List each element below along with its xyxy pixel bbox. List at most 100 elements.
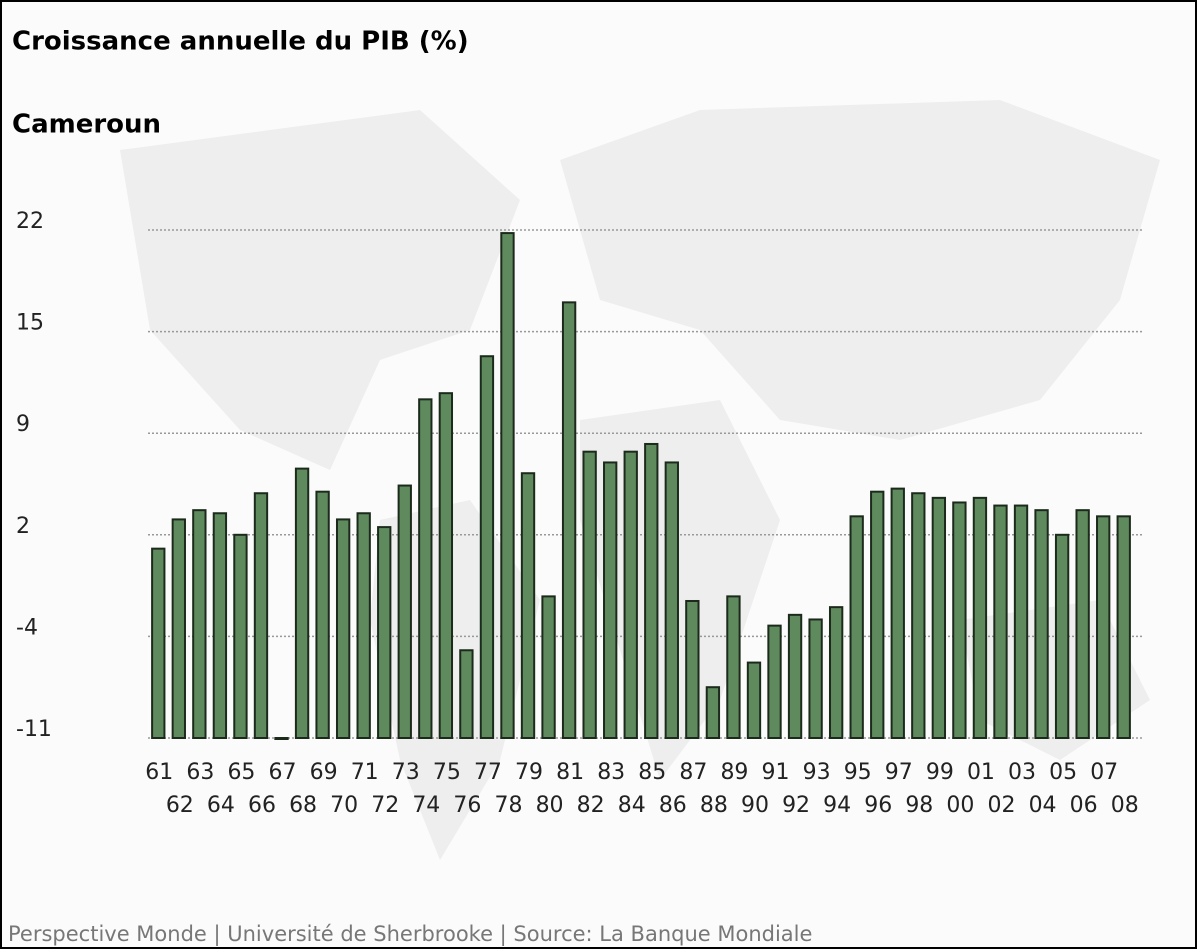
bar	[623, 450, 638, 739]
x-tick-label: 86	[659, 793, 687, 818]
bar	[561, 301, 577, 739]
bar	[993, 504, 1008, 739]
bar	[253, 492, 269, 739]
x-tick-label: 87	[679, 760, 707, 785]
bar	[335, 518, 351, 739]
bar	[397, 484, 412, 739]
y-tick-label: 15	[16, 311, 44, 336]
bar	[582, 450, 597, 739]
x-tick-label: 03	[1008, 760, 1036, 785]
bar	[1096, 515, 1111, 739]
x-tick-label: 72	[371, 793, 399, 818]
bar	[952, 501, 967, 739]
x-tick-label: 75	[433, 760, 461, 785]
x-tick-label: 84	[618, 793, 646, 818]
bar	[890, 487, 905, 740]
bar	[520, 472, 536, 739]
x-tick-label: 73	[392, 760, 420, 785]
bar	[171, 518, 186, 739]
bar	[664, 461, 679, 739]
bar	[479, 355, 495, 739]
x-tick-label: 65	[227, 760, 255, 785]
x-tick-label: 89	[720, 760, 748, 785]
x-tick-label: 66	[248, 793, 276, 818]
bar	[870, 490, 885, 739]
x-tick-label: 94	[823, 793, 851, 818]
x-tick-label: 98	[905, 793, 933, 818]
bar	[849, 515, 864, 739]
bar	[541, 595, 556, 739]
bar	[438, 392, 454, 739]
y-tick-label: 22	[16, 209, 44, 234]
x-tick-label: 79	[515, 760, 543, 785]
x-tick-label: 08	[1111, 793, 1139, 818]
bar	[233, 533, 248, 739]
chart-title: Croissance annuelle du PIB (%)	[12, 27, 469, 57]
x-tick-label: 96	[864, 793, 892, 818]
x-tick-label: 97	[885, 760, 913, 785]
x-tick-label: 62	[166, 793, 194, 818]
y-tick-label: -11	[16, 717, 52, 742]
bar	[418, 398, 433, 739]
bar	[151, 547, 166, 739]
x-tick-label: 64	[207, 793, 235, 818]
x-tick-label: 81	[556, 760, 584, 785]
bar	[603, 461, 618, 739]
chart-subtitle: Cameroun	[12, 110, 161, 140]
x-tick-label: 92	[782, 793, 810, 818]
x-tick-label: 67	[269, 760, 297, 785]
x-tick-label: 82	[577, 793, 605, 818]
x-tick-label: 93	[803, 760, 831, 785]
bar	[911, 492, 926, 739]
bar	[459, 649, 474, 739]
x-tick-label: 77	[474, 760, 502, 785]
x-tick-label: 99	[926, 760, 954, 785]
x-tick-label: 63	[186, 760, 214, 785]
x-tick-label: 07	[1090, 760, 1118, 785]
x-tick-label: 78	[494, 793, 522, 818]
x-tick-label: 00	[946, 793, 974, 818]
bar	[294, 467, 310, 739]
bar	[1034, 509, 1049, 740]
x-tick-label: 01	[967, 760, 995, 785]
bar	[212, 512, 228, 739]
x-tick-label: 90	[741, 793, 769, 818]
bar	[808, 618, 823, 740]
x-tick-label: 76	[453, 793, 481, 818]
bar	[1075, 509, 1090, 740]
bar	[1116, 515, 1131, 739]
footer: Perspective Monde | Université de Sherbr…	[8, 922, 812, 947]
x-tick-label: 71	[351, 760, 379, 785]
x-tick-label: 04	[1029, 793, 1057, 818]
bar	[500, 232, 515, 739]
bar	[685, 599, 700, 740]
x-tick-label: 05	[1049, 760, 1077, 785]
bar	[726, 595, 741, 739]
bar	[644, 442, 659, 739]
x-tick-label: 91	[762, 760, 790, 785]
x-tick-label: 74	[412, 793, 440, 818]
bar	[787, 613, 803, 740]
bar	[315, 490, 330, 739]
y-tick-label: -4	[16, 615, 38, 640]
bar	[705, 686, 721, 740]
x-tick-label: 68	[289, 793, 317, 818]
bar	[192, 509, 207, 740]
x-tick-label: 70	[330, 793, 358, 818]
bar	[767, 624, 782, 740]
bar	[1013, 504, 1029, 739]
x-tick-label: 02	[987, 793, 1015, 818]
x-tick-label: 85	[638, 760, 666, 785]
bar	[931, 496, 947, 740]
x-tick-label: 88	[700, 793, 728, 818]
bar	[1054, 533, 1070, 739]
y-tick-label: 2	[16, 514, 30, 539]
x-tick-label: 83	[597, 760, 625, 785]
bar	[746, 661, 762, 740]
x-tick-label: 69	[310, 760, 338, 785]
bar	[377, 526, 392, 739]
x-tick-label: 06	[1070, 793, 1098, 818]
bar	[972, 496, 988, 740]
y-tick-label: 9	[16, 412, 30, 437]
